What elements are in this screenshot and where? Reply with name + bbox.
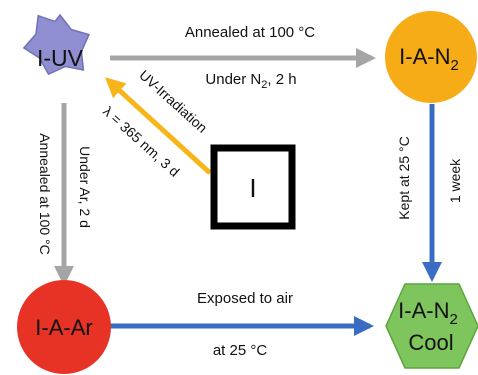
edge-uv-n2-bottom-label: Under N2, 2 h bbox=[205, 71, 296, 91]
i-label: I bbox=[249, 173, 256, 203]
i-uv-label: I-UV bbox=[37, 45, 84, 71]
edge-uv-ar-right-label: Under Ar, 2 d bbox=[77, 146, 93, 228]
i-a-ar-label: I-A-Ar bbox=[35, 315, 92, 340]
edge-i-uv-bottom-label: λ = 365 nm, 3 d bbox=[100, 103, 183, 180]
i-a-ar-circle bbox=[17, 280, 111, 374]
edge-i-uv-top-label: UV-Irradiation bbox=[136, 67, 210, 136]
edge-n2-cool-right-label: 1 week bbox=[447, 158, 463, 203]
edge-n2-cool-left-label: Kept at 25 °C bbox=[396, 136, 412, 219]
i-square bbox=[210, 144, 296, 230]
i-a-n2-cool-label: I-A-N2 bbox=[398, 298, 458, 328]
i-a-n2-circle bbox=[385, 11, 477, 103]
i-a-n2-cool-line2: Cool bbox=[408, 330, 453, 355]
i-uv-star-shape bbox=[22, 13, 91, 76]
arrow-i-to-uv bbox=[105, 77, 212, 175]
edge-uv-n2-top-label: Annealed at 100 °C bbox=[185, 24, 315, 41]
edge-uv-ar-left-label: Annealed at 100 °C bbox=[37, 133, 53, 255]
edge-ar-cool-top-label: Exposed to air bbox=[197, 290, 293, 307]
edge-ar-cool-bottom-label: at 25 °C bbox=[213, 342, 268, 359]
i-a-n2-label: I-A-N2 bbox=[399, 44, 459, 74]
i-a-n2-cool-hexagon bbox=[385, 283, 478, 369]
